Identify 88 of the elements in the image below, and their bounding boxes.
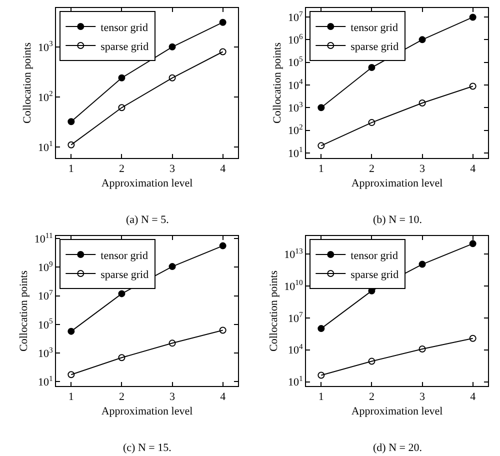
point [219, 18, 226, 26]
y-tick-label: 10$^{4}$ [288, 342, 303, 357]
x-tick-label: 3 [420, 163, 426, 176]
point [418, 100, 426, 107]
x-tick-label: 1 [68, 163, 74, 176]
y-tick-label: 10$^{7}$ [38, 288, 53, 303]
x-tick-label: 4 [470, 163, 476, 176]
x-axis-title: Approximation level [351, 177, 443, 190]
point [318, 325, 325, 332]
x-tick-label: 2 [118, 391, 124, 404]
x-tick-label: 1 [318, 163, 324, 176]
x-tick-label: 4 [220, 391, 226, 404]
point [418, 260, 426, 268]
point [219, 326, 226, 334]
y-tick-label: 10$^{2}$ [288, 122, 303, 138]
point [219, 48, 226, 56]
x-tick-label: 2 [368, 163, 374, 176]
point [168, 74, 176, 82]
y-tick-label: 10$^{7}$ [288, 310, 303, 325]
y-tick-label: 10$^{5}$ [288, 54, 303, 70]
text: (d) N = 20. [373, 442, 422, 454]
point [418, 346, 426, 352]
legend-label: sparse grid [100, 268, 150, 281]
y-axis-title: Collocation points [272, 42, 284, 124]
x-tick-label: 3 [420, 391, 426, 404]
point [318, 142, 325, 150]
text: (c) N = 15. [123, 442, 172, 454]
y-axis-title: Collocation points [18, 270, 30, 352]
x-axis-title: Approximation level [351, 405, 443, 418]
point [469, 334, 476, 342]
y-tick-label: 10$^{1}$ [38, 139, 53, 154]
point [68, 371, 75, 378]
x-tick-label: 4 [220, 163, 226, 176]
legend-label: tensor grid [100, 22, 148, 34]
point [318, 372, 325, 379]
x-tick-label: 1 [318, 391, 324, 404]
x-tick-label: 4 [470, 391, 476, 404]
y-tick-label: 10$^{11}$ [34, 230, 53, 246]
legend-label: tensor grid [100, 250, 148, 262]
x-axis-title: Approximation level [101, 177, 193, 190]
x-tick-label: 2 [368, 391, 374, 404]
point [219, 242, 226, 250]
y-tick-label: 10$^{3}$ [288, 100, 303, 114]
y-tick-label: 10$^{5}$ [38, 316, 53, 332]
point [168, 263, 176, 270]
y-tick-label: 10$^{3}$ [38, 345, 53, 360]
point [118, 354, 126, 362]
legend-label: sparse grid [350, 268, 400, 281]
x-tick-label: 3 [170, 391, 176, 404]
y-tick-label: 10$^{1}$ [288, 374, 303, 389]
point [168, 340, 176, 347]
point [68, 141, 75, 148]
point [469, 82, 476, 90]
y-tick-label: 10$^{1}$ [38, 374, 53, 389]
point [318, 104, 325, 112]
legend-label: tensor grid [350, 250, 398, 262]
legend-label: tensor grid [350, 22, 398, 34]
point [118, 290, 126, 298]
text: (b) N = 10. [373, 214, 422, 226]
point [68, 328, 75, 335]
text: (a) N = 5. [126, 214, 170, 226]
point [469, 240, 476, 248]
point [168, 43, 176, 50]
point [68, 118, 75, 126]
y-tick-label: 10$^{7}$ [288, 9, 303, 24]
legend-label: sparse grid [100, 40, 150, 53]
y-tick-label: 10$^{2}$ [38, 89, 53, 104]
point [368, 119, 376, 126]
x-axis-title: Approximation level [101, 405, 193, 418]
y-tick-label: 10$^{13}$ [284, 246, 303, 261]
point [368, 64, 376, 72]
y-tick-label: 10$^{1}$ [288, 145, 303, 160]
point [418, 36, 426, 44]
point [368, 358, 376, 365]
x-tick-label: 3 [170, 163, 176, 176]
y-tick-label: 10$^{4}$ [288, 77, 303, 92]
point [118, 104, 126, 112]
y-tick-label: 10$^{3}$ [38, 39, 53, 54]
x-tick-label: 1 [68, 391, 74, 404]
y-tick-label: 10$^{6}$ [288, 32, 303, 47]
y-tick-label: 10$^{9}$ [38, 259, 53, 274]
y-axis-title: Collocation points [22, 42, 34, 124]
point [118, 74, 126, 82]
legend-label: sparse grid [350, 40, 400, 53]
y-tick-label: 10$^{10}$ [284, 278, 303, 293]
point [469, 14, 476, 21]
y-axis-title: Collocation points [268, 270, 280, 352]
x-tick-label: 2 [118, 163, 124, 176]
